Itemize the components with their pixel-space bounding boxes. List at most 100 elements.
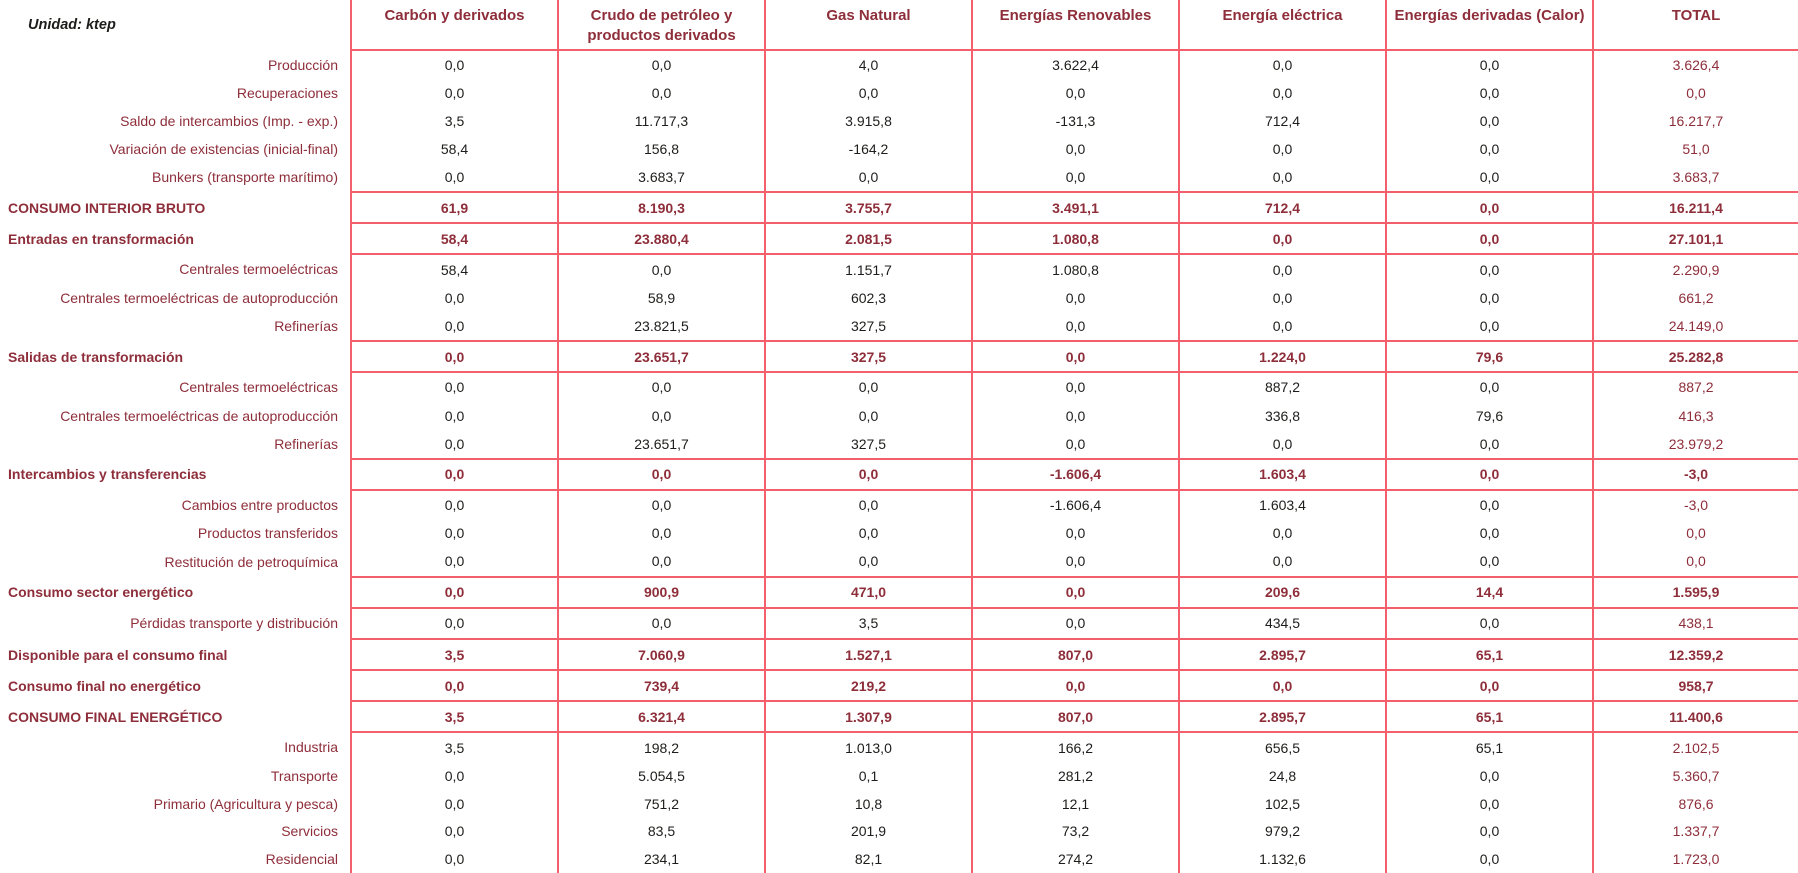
value-cell: 0,0 [350, 401, 558, 430]
value-cell: 1.151,7 [764, 254, 972, 284]
column-header: Energías derivadas (Calor) [1385, 0, 1593, 51]
table-row: Centrales termoeléctricas 58,4 0,0 1.151,7 1… [0, 254, 1798, 284]
value-cell: 0,0 [1385, 254, 1593, 284]
value-cell: 0,0 [350, 669, 558, 703]
value-cell: 0,0 [350, 372, 558, 402]
value-cell: 0,0 [764, 490, 972, 520]
value-cell: 23.821,5 [557, 311, 765, 342]
value-cell: 0,0 [350, 490, 558, 520]
total-cell: 416,3 [1592, 401, 1798, 430]
table-row: Primario (Agricultura y pesca) 0,0 751,2 10… [0, 789, 1798, 818]
value-cell: 274,2 [971, 845, 1179, 873]
row-label: Servicios [281, 823, 338, 840]
value-cell: 0,0 [971, 134, 1179, 163]
value-cell: 0,0 [764, 372, 972, 402]
table-row: Entradas en transformación 58,4 23.880,4 2.… [0, 222, 1798, 256]
value-cell: 11.717,3 [557, 107, 765, 135]
row-label: Disponible para el consumo final [8, 646, 228, 663]
value-cell: 0,0 [1178, 79, 1386, 108]
value-cell: 24,8 [1178, 761, 1386, 790]
value-cell: -164,2 [764, 134, 972, 163]
value-cell: 79,6 [1385, 401, 1593, 430]
value-cell: 0,0 [557, 547, 765, 577]
value-cell: 0,0 [1385, 311, 1593, 342]
value-cell: 739,4 [557, 669, 765, 703]
table-row: Cambios entre productos 0,0 0,0 0,0 -1.606,4… [0, 490, 1798, 520]
value-cell: 0,0 [557, 50, 765, 80]
value-cell: 0,0 [1385, 761, 1593, 790]
value-cell: 0,0 [971, 311, 1179, 342]
table-row: Consumo final no energético 0,0 739,4 219,2… [0, 669, 1798, 703]
value-cell: 0,0 [1385, 429, 1593, 459]
value-cell: 156,8 [557, 134, 765, 163]
table-row: Restitución de petroquímica 0,0 0,0 0,0 0,0 0… [0, 547, 1798, 577]
value-cell: 0,0 [971, 607, 1179, 639]
value-cell: 3.491,1 [971, 191, 1179, 225]
value-cell: 0,0 [1385, 162, 1593, 193]
total-cell: 27.101,1 [1592, 222, 1798, 256]
column-header: TOTAL [1592, 0, 1798, 51]
total-cell: 3.626,4 [1592, 50, 1798, 80]
total-cell: 661,2 [1592, 283, 1798, 312]
value-cell: 0,0 [1385, 607, 1593, 639]
value-cell: 0,0 [350, 761, 558, 790]
value-cell: 79,6 [1385, 340, 1593, 374]
value-cell: 58,4 [350, 254, 558, 284]
total-cell: 0,0 [1592, 79, 1798, 108]
total-cell: 2.290,9 [1592, 254, 1798, 284]
table-row: Centrales termoeléctricas de autoproducc… [0, 401, 1798, 430]
table-row: Servicios 0,0 83,5 201,9 73,2 979,2 0,0 1.337,7 [0, 817, 1798, 846]
total-cell: 958,7 [1592, 669, 1798, 703]
table-row: Productos transferidos 0,0 0,0 0,0 0,0 0,0 0,0… [0, 519, 1798, 548]
total-cell: 5.360,7 [1592, 761, 1798, 790]
table-row: Centrales termoeléctricas de autoproducc… [0, 283, 1798, 312]
column-header: Carbón y derivados [350, 0, 558, 51]
value-cell: 0,0 [1385, 222, 1593, 256]
total-cell: 24.149,0 [1592, 311, 1798, 342]
row-label: CONSUMO FINAL ENERGÉTICO [8, 708, 223, 725]
value-cell: 209,6 [1178, 575, 1386, 609]
value-cell: 219,2 [764, 669, 972, 703]
row-label: Intercambios y transferencias [8, 466, 207, 483]
value-cell: 327,5 [764, 311, 972, 342]
row-label: Productos transferidos [197, 525, 338, 542]
value-cell: 1.132,6 [1178, 845, 1386, 873]
total-cell: 16.217,7 [1592, 107, 1798, 135]
value-cell: 14,4 [1385, 575, 1593, 609]
value-cell: 0,0 [1385, 490, 1593, 520]
value-cell: -1.606,4 [971, 457, 1179, 492]
value-cell: 0,0 [557, 607, 765, 639]
value-cell: 0,0 [350, 50, 558, 80]
value-cell: 0,0 [1178, 669, 1386, 703]
value-cell: 234,1 [557, 845, 765, 873]
row-label: Primario (Agricultura y pesca) [153, 795, 338, 812]
value-cell: 65,1 [1385, 637, 1593, 672]
row-label: Producción [267, 56, 338, 73]
total-cell: -3,0 [1592, 457, 1798, 492]
row-label: Centrales termoeléctricas de autoproducc… [60, 289, 338, 306]
value-cell: 82,1 [764, 845, 972, 873]
value-cell: 0,0 [1178, 222, 1386, 256]
table-row: Refinerías 0,0 23.651,7 327,5 0,0 0,0 0,0 23.97… [0, 429, 1798, 459]
value-cell: 8.190,3 [557, 191, 765, 225]
table-row: CONSUMO INTERIOR BRUTO 61,9 8.190,3 3.755,7… [0, 191, 1798, 225]
value-cell: 0,0 [1385, 79, 1593, 108]
value-cell: 751,2 [557, 789, 765, 818]
value-cell: 3.915,8 [764, 107, 972, 135]
value-cell: 602,3 [764, 283, 972, 312]
value-cell: 0,0 [971, 519, 1179, 548]
row-label: Centrales termoeléctricas [179, 378, 338, 395]
value-cell: 0,0 [350, 311, 558, 342]
value-cell: 0,0 [557, 519, 765, 548]
value-cell: 2.895,7 [1178, 700, 1386, 734]
value-cell: 0,0 [1178, 50, 1386, 80]
value-cell: 0,0 [1178, 283, 1386, 312]
value-cell: 0,0 [1385, 107, 1593, 135]
table-row: Centrales termoeléctricas 0,0 0,0 0,0 0,0 887… [0, 372, 1798, 402]
row-label: Centrales termoeléctricas de autoproducc… [60, 407, 338, 424]
column-header: Energías Renovables [971, 0, 1179, 51]
value-cell: 0,0 [971, 340, 1179, 374]
value-cell: 0,0 [350, 547, 558, 577]
unit-label: Unidad: ktep [28, 17, 116, 33]
value-cell: 656,5 [1178, 732, 1386, 762]
